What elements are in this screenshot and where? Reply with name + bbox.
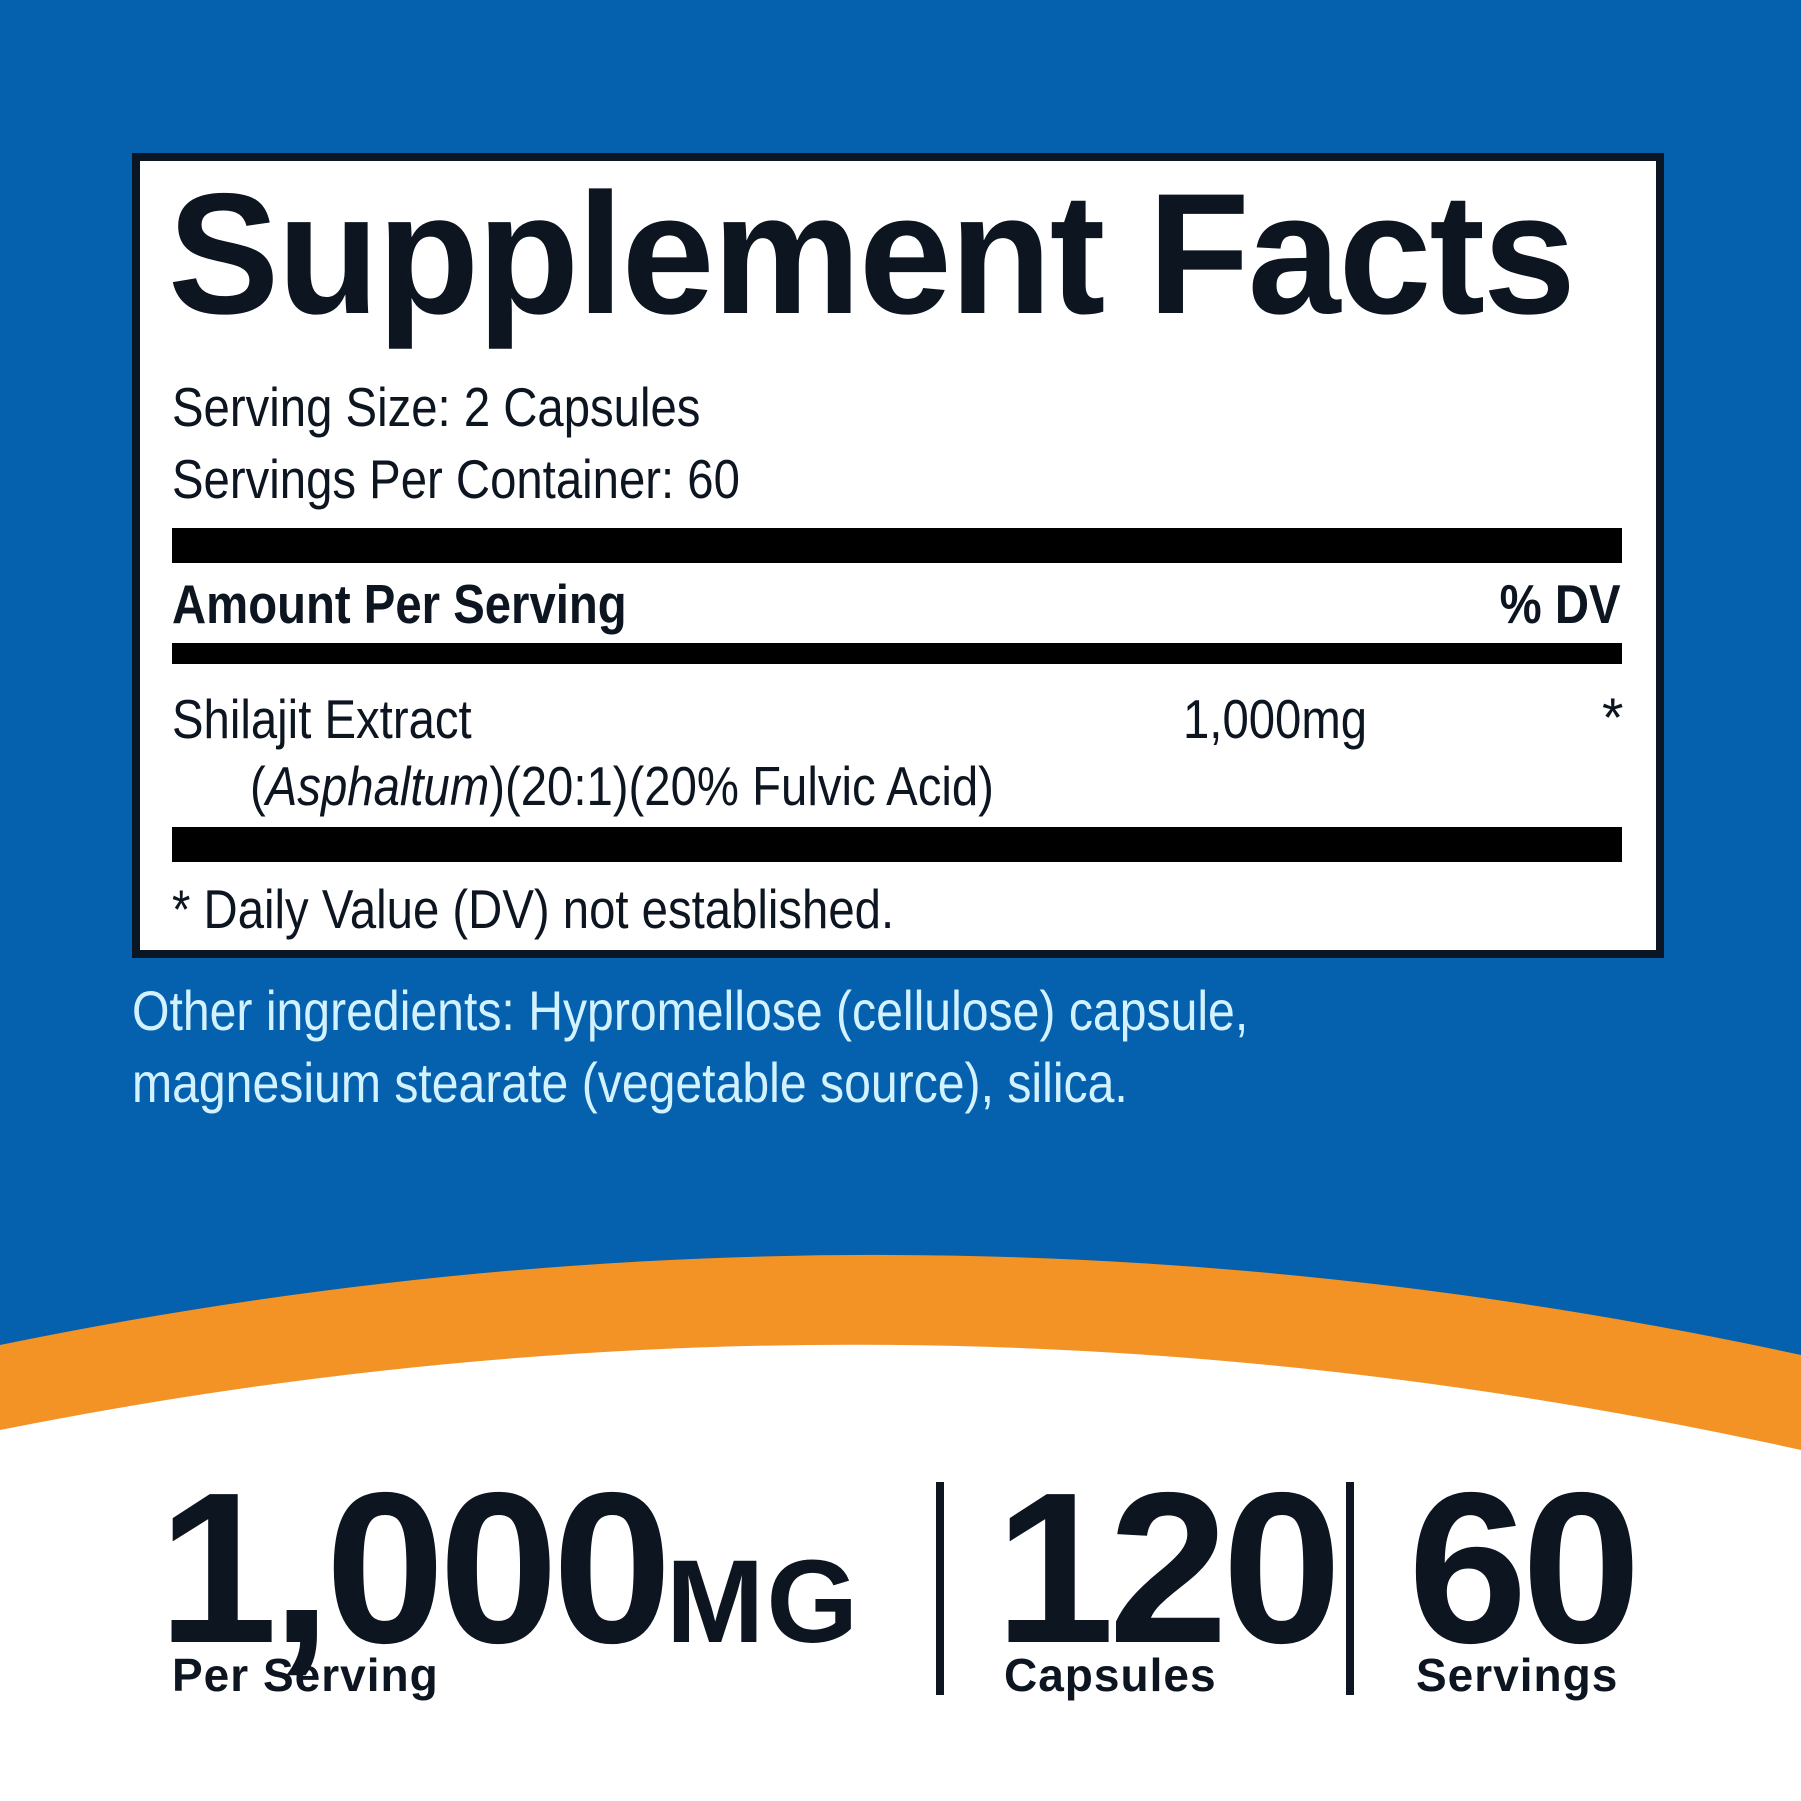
stat-servings-value: 60 — [1408, 1447, 1641, 1688]
other-ingredients-text-2: magnesium stearate (vegetable source), s… — [132, 1051, 1128, 1114]
other-ingredients-line1: Other ingredients: Hypromellose (cellulo… — [132, 983, 1430, 1039]
stat-capsules-value: 120 — [995, 1447, 1342, 1688]
amount-header-text: Amount Per Serving — [172, 573, 627, 635]
medium-divider — [172, 643, 1622, 664]
ingredient-amount: 1,000mg — [1183, 692, 1397, 747]
serving-size: Serving Size: 2 Capsules — [172, 380, 786, 435]
servings-per-container: Servings Per Container: 60 — [172, 452, 832, 507]
stat-dosage: 1,000MG — [158, 1460, 860, 1675]
ingredient-name: Shilajit Extract — [172, 692, 520, 747]
stat-capsules-label: Capsules — [1004, 1649, 1217, 1701]
footnote: * Daily Value (DV) not established. — [172, 882, 1012, 937]
serving-size-text: Serving Size: 2 Capsules — [172, 376, 701, 438]
servings-per-container-text: Servings Per Container: 60 — [172, 448, 740, 510]
ingredient-dv: * — [1602, 686, 1624, 748]
stat-divider — [936, 1482, 944, 1695]
dv-header-text: % DV — [1500, 573, 1621, 635]
dv-header: % DV — [1480, 577, 1621, 632]
stat-dosage-label: Per Serving — [172, 1649, 439, 1701]
stat-dosage-value: 1,000 — [158, 1447, 672, 1688]
other-ingredients-text-1: Other ingredients: Hypromellose (cellulo… — [132, 979, 1249, 1042]
stat-divider — [1346, 1482, 1354, 1695]
other-ingredients-line2: magnesium stearate (vegetable source), s… — [132, 1055, 1290, 1111]
detail-italic: Asphaltum — [265, 755, 490, 817]
ingredient-amount-text: 1,000mg — [1183, 688, 1368, 750]
footnote-text: * Daily Value (DV) not established. — [172, 878, 895, 940]
stat-dosage-unit: MG — [666, 1536, 861, 1668]
detail-rest: )(20:1)(20% Fulvic Acid) — [489, 755, 994, 817]
panel-title: Supplement Facts — [168, 158, 1576, 350]
ingredient-detail: (Asphaltum)(20:1)(20% Fulvic Acid) — [250, 759, 1115, 814]
ingredient-name-text: Shilajit Extract — [172, 688, 472, 750]
thick-divider-bottom — [172, 827, 1622, 862]
thick-divider — [172, 528, 1622, 563]
detail-open: ( — [250, 755, 266, 817]
stat-servings-label: Servings — [1416, 1649, 1619, 1701]
amount-per-serving-header: Amount Per Serving — [172, 577, 701, 632]
